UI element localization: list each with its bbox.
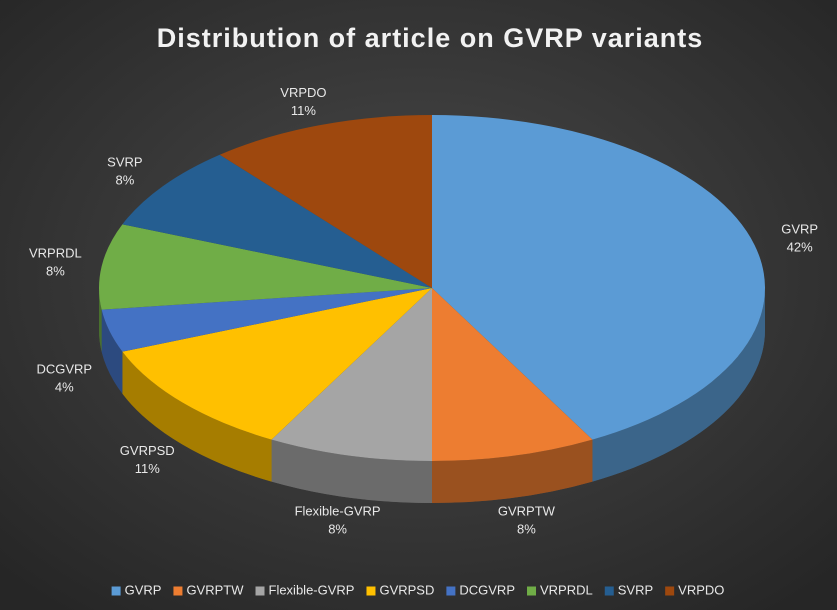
legend-swatch bbox=[111, 586, 121, 596]
pie-side-shade bbox=[122, 351, 272, 482]
data-label-value: 11% bbox=[291, 103, 316, 118]
pie-slice bbox=[432, 288, 593, 461]
data-label-value: 4% bbox=[55, 379, 74, 394]
pie-slice bbox=[101, 288, 433, 352]
pie-side-shade bbox=[592, 288, 765, 482]
legend-label: SVRP bbox=[618, 582, 653, 597]
pie-side-shade bbox=[271, 439, 432, 503]
legend-swatch bbox=[366, 586, 376, 596]
pie-slice bbox=[432, 115, 765, 440]
legend-label: Flexible-GVRP bbox=[269, 582, 355, 597]
legend-swatch bbox=[665, 586, 675, 596]
legend: GVRP GVRPTW Flexible-GVRP GVRPSD DCGVRP VRPRD… bbox=[111, 582, 724, 597]
legend-label: GVRPTW bbox=[186, 582, 244, 597]
pie-sides bbox=[99, 288, 765, 503]
data-labels: GVRP 42% GVRPTW 8% Flexible-GVRP 8% GVRPSD 11% D… bbox=[29, 85, 818, 537]
legend-swatch bbox=[527, 586, 537, 596]
data-label-name: GVRP bbox=[781, 221, 818, 236]
pie-side bbox=[122, 351, 272, 482]
pie-slice bbox=[271, 288, 432, 461]
legend-label: DCGVRP bbox=[459, 582, 515, 597]
legend-swatch bbox=[255, 586, 265, 596]
data-label-value: 8% bbox=[328, 521, 347, 536]
data-label-value: 8% bbox=[517, 521, 536, 536]
pie-slice bbox=[219, 115, 432, 288]
pie-slice bbox=[122, 154, 432, 288]
data-label-value: 8% bbox=[115, 173, 134, 188]
data-label-value: 8% bbox=[46, 264, 65, 279]
pie-side bbox=[432, 439, 593, 503]
legend-label: GVRP bbox=[125, 582, 162, 597]
legend-label: VRPDO bbox=[678, 582, 724, 597]
legend-swatch bbox=[604, 586, 614, 596]
legend-swatch bbox=[173, 586, 183, 596]
pie-side-shade bbox=[432, 439, 593, 503]
pie-slice bbox=[122, 288, 432, 440]
data-label-name: DCGVRP bbox=[36, 361, 92, 376]
data-label-value: 11% bbox=[135, 461, 160, 476]
pie-side-shade bbox=[101, 309, 123, 394]
pie-side bbox=[101, 309, 123, 394]
data-label-name: VRPDO bbox=[280, 85, 326, 100]
data-label-name: Flexible-GVRP bbox=[295, 503, 381, 518]
pie-side bbox=[271, 439, 432, 503]
legend-label: VRPRDL bbox=[540, 582, 593, 597]
data-label-name: GVRPTW bbox=[498, 503, 556, 518]
legend-swatch bbox=[446, 586, 456, 596]
pie-slice bbox=[98, 224, 432, 310]
legend-label: GVRPSD bbox=[379, 582, 434, 597]
pie-tops bbox=[98, 115, 765, 461]
data-label-name: GVRPSD bbox=[120, 443, 175, 458]
pie-side-shade bbox=[99, 288, 102, 352]
data-label-name: SVRP bbox=[107, 155, 142, 170]
data-label-value: 42% bbox=[787, 239, 813, 254]
data-label-name: VRPRDL bbox=[29, 246, 82, 261]
pie-side bbox=[99, 288, 102, 352]
chart-title: Distribution of article on GVRP variants bbox=[157, 23, 704, 53]
pie-side bbox=[592, 288, 765, 482]
